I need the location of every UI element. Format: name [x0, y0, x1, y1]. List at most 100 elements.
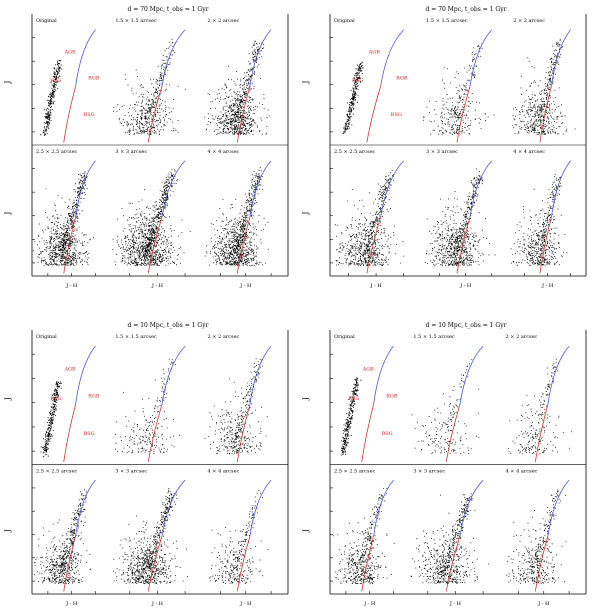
- star-point: [53, 241, 55, 242]
- star-point: [356, 72, 358, 74]
- star-point: [150, 226, 152, 228]
- star-point: [248, 200, 250, 201]
- star-point: [226, 217, 227, 219]
- star-point: [52, 93, 54, 95]
- star-point: [121, 252, 123, 254]
- star-point: [233, 245, 235, 247]
- star-point: [142, 130, 143, 132]
- star-point: [78, 182, 80, 184]
- star-point: [42, 259, 44, 261]
- star-point: [84, 194, 86, 196]
- star-point: [147, 238, 149, 240]
- star-point: [122, 125, 124, 126]
- star-point: [237, 97, 239, 99]
- star-point: [240, 78, 242, 80]
- star-point: [249, 112, 251, 114]
- star-point: [57, 217, 58, 219]
- star-point: [239, 83, 241, 85]
- star-point: [167, 179, 169, 181]
- star-point: [227, 240, 228, 242]
- star-point: [153, 254, 155, 256]
- star-point: [216, 261, 218, 263]
- star-point: [470, 103, 471, 105]
- star-point: [248, 83, 250, 85]
- star-point: [153, 132, 155, 134]
- star-point: [177, 235, 179, 237]
- star-point: [148, 224, 150, 226]
- star-point: [131, 235, 133, 237]
- star-point: [235, 257, 237, 259]
- star-point: [257, 177, 259, 179]
- star-point: [259, 50, 261, 52]
- star-point: [158, 240, 160, 242]
- star-point: [121, 122, 122, 124]
- star-point: [158, 214, 159, 216]
- star-point: [49, 105, 51, 107]
- star-point: [251, 260, 252, 262]
- star-point: [233, 251, 235, 253]
- star-point: [63, 223, 65, 225]
- star-point: [234, 253, 235, 254]
- star-point: [140, 94, 142, 95]
- star-point: [241, 129, 243, 131]
- star-point: [230, 251, 232, 253]
- star-point: [159, 205, 161, 207]
- star-point: [143, 236, 145, 238]
- star-point: [73, 202, 75, 204]
- star-point: [233, 249, 235, 251]
- star-point: [130, 258, 132, 260]
- star-point: [145, 224, 147, 226]
- star-point: [242, 230, 244, 232]
- star-point: [232, 228, 234, 230]
- star-point: [65, 237, 67, 238]
- star-point: [142, 109, 144, 111]
- star-point: [255, 254, 257, 256]
- star-point: [164, 182, 166, 184]
- star-point: [141, 259, 143, 261]
- star-point: [150, 241, 152, 243]
- star-point: [44, 243, 45, 245]
- star-point: [162, 257, 164, 258]
- star-point: [154, 129, 155, 131]
- star-point: [50, 94, 52, 97]
- star-point: [236, 111, 238, 113]
- star-point: [156, 241, 158, 243]
- star-point: [51, 256, 53, 258]
- star-point: [238, 221, 240, 223]
- star-point: [247, 80, 249, 82]
- star-point: [142, 249, 144, 251]
- star-point: [232, 120, 233, 122]
- star-point: [258, 264, 260, 266]
- star-point: [152, 100, 154, 102]
- star-point: [149, 230, 151, 231]
- star-point: [233, 133, 235, 135]
- star-point: [163, 60, 165, 62]
- star-point: [221, 121, 223, 123]
- star-point: [249, 71, 251, 73]
- star-point: [254, 60, 256, 61]
- star-point: [78, 187, 80, 189]
- star-point: [131, 123, 133, 125]
- star-point: [162, 129, 164, 131]
- star-point: [143, 250, 145, 252]
- star-point: [60, 254, 62, 256]
- star-point: [220, 242, 222, 244]
- star-point: [73, 199, 75, 201]
- star-point: [79, 257, 81, 259]
- star-point: [149, 243, 151, 245]
- star-point: [225, 85, 227, 87]
- star-point: [232, 119, 234, 121]
- star-point: [50, 227, 52, 229]
- star-point: [122, 119, 124, 121]
- star-point: [215, 116, 217, 118]
- star-point: [43, 130, 45, 132]
- star-point: [147, 258, 149, 260]
- star-point: [172, 127, 174, 129]
- star-point: [76, 192, 78, 194]
- star-point: [143, 116, 145, 118]
- star-point: [62, 245, 64, 246]
- star-point: [354, 100, 356, 102]
- star-point: [222, 114, 224, 115]
- star-point: [148, 236, 150, 238]
- star-point: [237, 225, 239, 226]
